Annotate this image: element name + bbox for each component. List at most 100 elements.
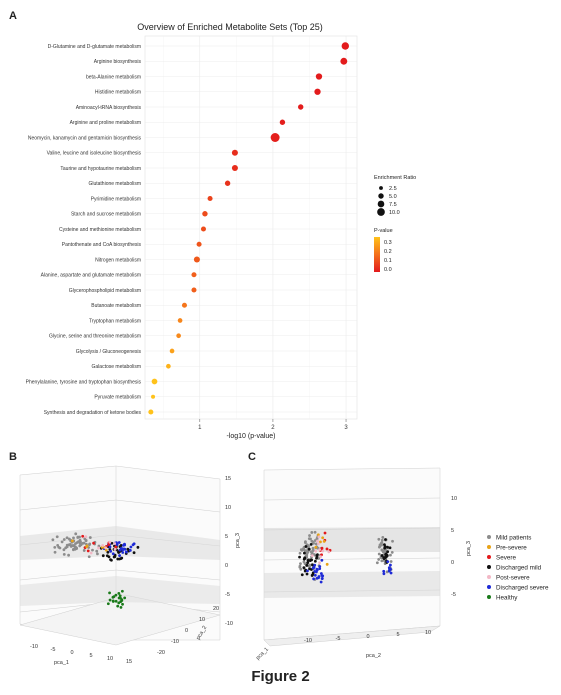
- panel-b-point: [77, 540, 80, 544]
- panel-c-z-axis-label: pca_3: [466, 541, 472, 556]
- panel-c-point: [306, 561, 310, 565]
- panel-c-point: [307, 564, 311, 568]
- panel-b-z-tick: 15: [225, 476, 231, 482]
- panel-c-point: [311, 548, 315, 552]
- figure-caption: Figure 2: [251, 668, 310, 685]
- panel-c-point: [310, 574, 314, 577]
- panel-b-point: [111, 599, 115, 603]
- chart-a-point: [231, 149, 238, 156]
- chart-a-category-label: Arginine biosynthesis: [94, 59, 142, 65]
- panel-b-point: [60, 540, 64, 544]
- panel-c-point: [384, 538, 387, 541]
- chart-a-category-label: Neomycin, kanamycin and gentamicin biosy…: [28, 135, 142, 141]
- panel-b-point: [112, 595, 116, 599]
- chart-a-category-label: Galactose metabolism: [92, 364, 141, 370]
- panel-c-point: [386, 550, 390, 554]
- panel-b-point: [120, 598, 124, 602]
- panel-c-point: [313, 573, 317, 577]
- chart-a-category-label: D-Glutamine and D-glutamate metabolism: [48, 44, 141, 50]
- chart-a-category-label: Glycolysis / Gluconeogenesis: [76, 349, 142, 355]
- chart-a-point: [341, 42, 350, 50]
- size-legend-label: 10.0: [389, 210, 400, 216]
- chart-a-category-label: Glutathione metabolism: [88, 181, 141, 187]
- panel-b-point: [67, 553, 71, 557]
- panel-b-point: [62, 552, 66, 556]
- panel-b-point: [72, 544, 76, 547]
- size-legend-dot: [377, 200, 385, 208]
- panel-c-point: [382, 572, 386, 576]
- chart-a-category-label: Tryptophan metabolism: [89, 318, 141, 324]
- legend-swatch: [487, 535, 491, 539]
- panel-b-point: [118, 557, 121, 561]
- panel-b-z-axis-label: pca_3: [235, 533, 241, 548]
- panel-b-point: [76, 536, 80, 539]
- panel-c-point: [321, 536, 325, 540]
- chart-a-category-label: beta-Alanine metabolism: [86, 74, 141, 80]
- panel-b-point: [117, 541, 121, 544]
- panel-c-point: [314, 542, 318, 546]
- panel-b-point: [78, 544, 82, 548]
- panel-c-point: [319, 580, 323, 584]
- panel-c-point: [315, 568, 319, 572]
- panel-c-point: [302, 547, 305, 550]
- chart-a-x-tick-label: 1: [198, 425, 202, 431]
- chart-a-point: [181, 302, 188, 308]
- panel-c-point: [320, 577, 324, 581]
- panel-c-point: [319, 572, 323, 575]
- chart-a-category-label: Histidine metabolism: [95, 90, 141, 96]
- panel-c-point: [377, 558, 381, 561]
- panel-c-point: [382, 569, 386, 573]
- legend-label: Healthy: [496, 594, 518, 601]
- panel-c-point: [302, 560, 306, 564]
- panel-b-point: [104, 548, 108, 552]
- panel-c-point: [307, 545, 310, 549]
- panel-b-point: [117, 596, 121, 600]
- panel-letter-a: A: [9, 10, 17, 22]
- panel-b-point: [104, 546, 107, 550]
- panel-c-point: [377, 537, 381, 541]
- panel-c-point: [313, 539, 317, 542]
- panel-b-y-tick: 10: [199, 617, 205, 623]
- panel-c-point: [300, 573, 304, 577]
- chart-a-category-label: Arginine and proline metabolism: [70, 120, 141, 126]
- panel-c-point: [313, 570, 317, 573]
- panel-b-point: [65, 536, 69, 540]
- panel-c-point: [306, 559, 310, 562]
- chart-a-point: [270, 133, 280, 142]
- panel-b-point: [101, 554, 105, 558]
- panel-c-point: [389, 560, 393, 563]
- legend-swatch: [487, 555, 491, 559]
- legend-label: Post-severe: [496, 574, 530, 581]
- panel-c-point: [310, 531, 314, 534]
- chart-a-point: [191, 287, 197, 293]
- panel-b-point: [58, 546, 62, 550]
- panel-c-point: [377, 545, 381, 549]
- chart-a-category-label: Taurine and hypotaurine metabolism: [60, 166, 141, 172]
- legend-label: Discharged severe: [496, 584, 549, 591]
- panel-b-y-tick: 0: [185, 628, 188, 634]
- legend-swatch: [487, 565, 491, 569]
- panel-c-point: [381, 549, 385, 552]
- panel-c-point: [380, 543, 383, 547]
- legend-swatch: [487, 575, 491, 579]
- chart-a-point: [231, 164, 238, 172]
- panel-b-points: [51, 532, 140, 609]
- panel-b-y-tick: -20: [157, 650, 165, 656]
- panel-c-point: [321, 549, 325, 553]
- panel-c-point: [323, 531, 327, 535]
- panel-c-z-tick: 5: [451, 528, 454, 534]
- chart-a-point: [151, 394, 156, 399]
- panel-b-z-tick: -10: [225, 621, 233, 627]
- color-legend-tick: 0.3: [384, 240, 392, 246]
- panel-b-y-tick: -10: [171, 639, 179, 645]
- panel-c-point: [386, 545, 389, 549]
- panel-b-point: [70, 539, 74, 543]
- panel-b-point: [101, 544, 105, 547]
- panel-c-point: [313, 559, 317, 563]
- panel-c-point: [322, 539, 326, 543]
- panel-b-ticks: -10 -5 0 5 10 15 -20 -10 0 10 20 15 10 5 0 -5 -10: [30, 476, 233, 665]
- panel-c-point: [385, 553, 389, 557]
- color-legend-title: P-value: [374, 228, 393, 234]
- panel-c-x-tick: 0: [366, 634, 369, 640]
- panel-c-y-axis-label: pca_1: [255, 647, 270, 662]
